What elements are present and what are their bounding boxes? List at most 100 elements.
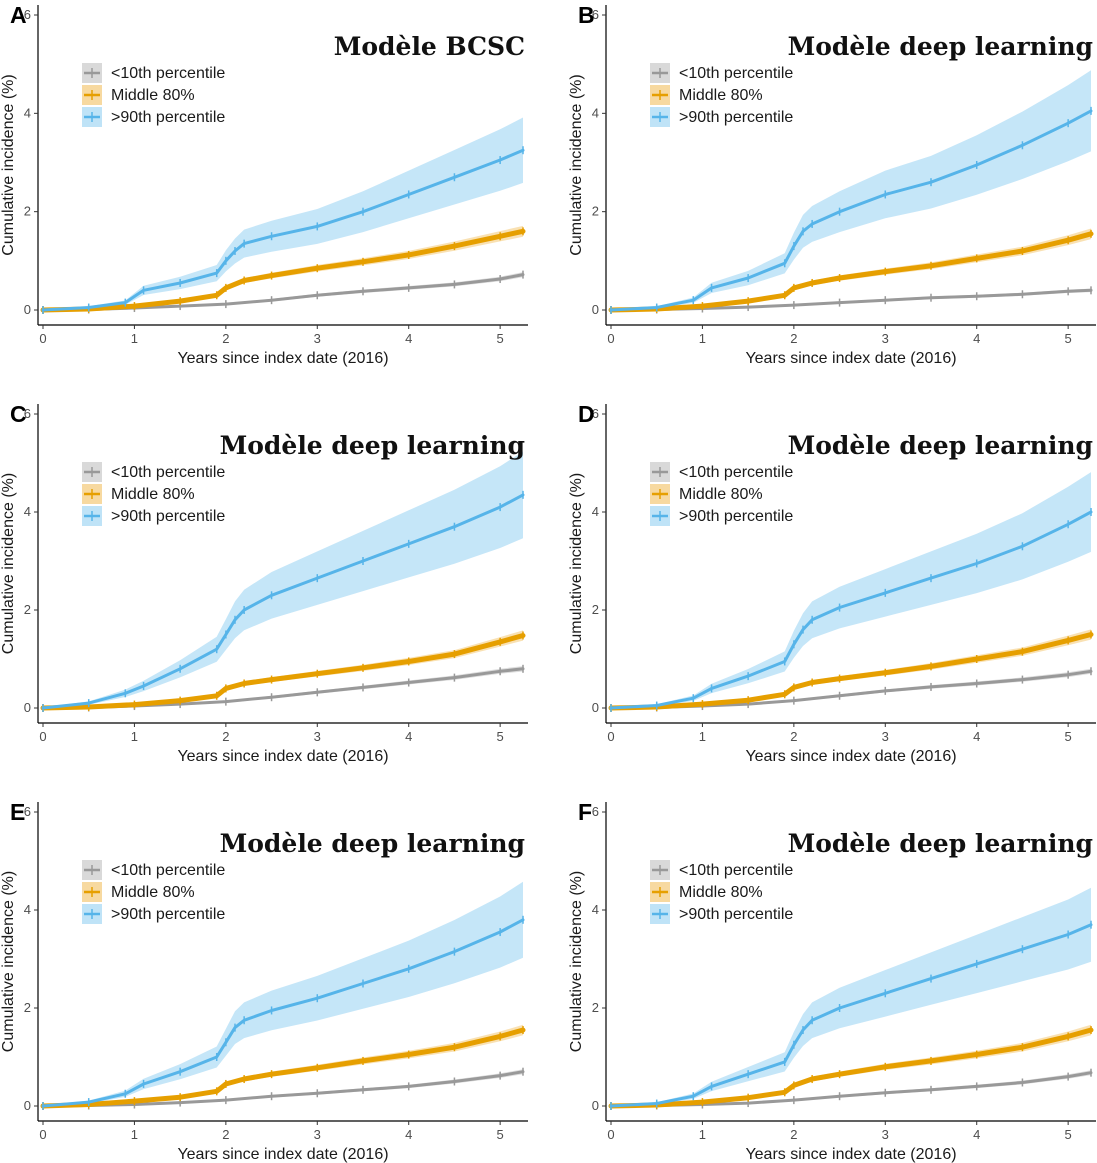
x-tick-label: 5 <box>1065 729 1072 744</box>
y-axis-title: Cumulative incidence (%) <box>0 74 17 255</box>
legend-label-mid: Middle 80% <box>111 486 195 503</box>
ci-band-mid <box>611 629 1091 708</box>
legend-label-high: >90th percentile <box>679 109 793 126</box>
panel-letter: C <box>10 401 27 427</box>
panel-title: Modèle deep learning <box>788 431 1093 460</box>
y-tick-label: 6 <box>592 804 599 819</box>
y-tick-label: 6 <box>24 7 31 22</box>
y-tick-label: 6 <box>592 406 599 421</box>
x-tick-label: 0 <box>607 1127 614 1142</box>
y-tick-label: 6 <box>24 406 31 421</box>
y-axis-title: Cumulative incidence (%) <box>0 473 17 654</box>
series-line-mid <box>40 1027 526 1109</box>
x-axis-title: Years since index date (2016) <box>745 1146 956 1163</box>
ci-band-high <box>43 117 523 310</box>
ci-band-high <box>611 887 1091 1106</box>
x-tick-label: 3 <box>314 331 321 346</box>
panel-letter: E <box>10 799 25 825</box>
x-axis-title: Years since index date (2016) <box>745 350 956 367</box>
x-tick-label: 1 <box>699 331 706 346</box>
series-line-mid <box>608 1027 1094 1109</box>
y-tick-label: 2 <box>592 602 599 617</box>
y-tick-label: 4 <box>24 504 31 519</box>
y-tick-label: 0 <box>592 700 599 715</box>
x-tick-label: 5 <box>497 729 504 744</box>
y-tick-label: 4 <box>592 105 599 120</box>
x-tick-label: 4 <box>405 729 412 744</box>
x-tick-label: 4 <box>973 331 980 346</box>
legend-label-mid: Middle 80% <box>679 486 763 503</box>
panel-letter: B <box>578 2 595 28</box>
x-tick-label: 5 <box>1065 1127 1072 1142</box>
legend-label-low: <10th percentile <box>111 65 225 82</box>
series-line-high <box>41 918 525 1108</box>
x-tick-label: 5 <box>497 331 504 346</box>
ci-band-high <box>43 451 523 708</box>
legend-label-mid: Middle 80% <box>679 884 763 901</box>
panel-D: 0 2 4 6 0 1 2 3 4 5 Years since index date (2016) C… <box>568 401 1096 765</box>
y-tick-label: 4 <box>24 902 31 917</box>
y-tick-label: 2 <box>24 1000 31 1015</box>
y-tick-label: 2 <box>24 602 31 617</box>
x-tick-label: 2 <box>222 331 229 346</box>
y-axis-title: Cumulative incidence (%) <box>568 871 585 1052</box>
panel-title: Modèle deep learning <box>788 829 1093 858</box>
x-tick-label: 3 <box>882 331 889 346</box>
x-tick-label: 4 <box>973 1127 980 1142</box>
x-tick-label: 2 <box>790 1127 797 1142</box>
panel-letter: F <box>578 799 592 825</box>
series-line-high <box>41 148 525 312</box>
x-tick-label: 3 <box>314 729 321 744</box>
y-tick-label: 0 <box>24 1098 31 1113</box>
x-axis-title: Years since index date (2016) <box>745 748 956 765</box>
series-line-mid <box>608 231 1094 313</box>
panel-letter: D <box>578 401 595 427</box>
legend-label-mid: Middle 80% <box>111 884 195 901</box>
legend-label-high: >90th percentile <box>111 109 225 126</box>
x-tick-label: 2 <box>790 331 797 346</box>
legend-label-low: <10th percentile <box>111 464 225 481</box>
y-axis-title: Cumulative incidence (%) <box>568 74 585 255</box>
x-tick-label: 0 <box>607 729 614 744</box>
legend-label-high: >90th percentile <box>679 906 793 923</box>
y-axis-title: Cumulative incidence (%) <box>0 871 17 1052</box>
panel-F: 0 2 4 6 0 1 2 3 4 5 Years since index date (2016) C… <box>568 799 1096 1163</box>
ci-band-high <box>611 70 1091 310</box>
x-tick-label: 0 <box>39 1127 46 1142</box>
legend-label-high: >90th percentile <box>111 508 225 525</box>
x-tick-label: 3 <box>882 729 889 744</box>
series-line-high <box>41 493 525 710</box>
x-tick-label: 5 <box>1065 331 1072 346</box>
x-tick-label: 3 <box>882 1127 889 1142</box>
panel-B: 0 2 4 6 0 1 2 3 4 5 Years since index date (2016) C… <box>568 2 1096 367</box>
ci-band-low <box>611 1070 1091 1106</box>
y-tick-label: 4 <box>24 105 31 120</box>
x-tick-label: 0 <box>39 331 46 346</box>
y-axis-title: Cumulative incidence (%) <box>568 473 585 654</box>
panel-title: Modèle deep learning <box>220 431 525 460</box>
y-tick-label: 0 <box>24 700 31 715</box>
x-tick-label: 4 <box>973 729 980 744</box>
x-tick-label: 1 <box>699 729 706 744</box>
x-tick-label: 1 <box>131 331 138 346</box>
series-line-mid <box>608 632 1094 711</box>
y-tick-label: 6 <box>24 804 31 819</box>
ci-band-high <box>43 881 523 1106</box>
ci-band-mid <box>611 228 1091 310</box>
series-line-mid <box>40 228 526 313</box>
y-tick-label: 4 <box>592 504 599 519</box>
x-tick-label: 2 <box>790 729 797 744</box>
x-tick-label: 1 <box>131 1127 138 1142</box>
x-tick-label: 1 <box>131 729 138 744</box>
y-tick-label: 2 <box>592 1000 599 1015</box>
y-tick-label: 6 <box>592 7 599 22</box>
ci-band-high <box>611 472 1091 708</box>
series-line-low <box>41 667 525 710</box>
legend-label-high: >90th percentile <box>111 906 225 923</box>
x-tick-label: 4 <box>405 1127 412 1142</box>
y-tick-label: 2 <box>592 204 599 219</box>
legend-label-low: <10th percentile <box>679 464 793 481</box>
panel-E: 0 2 4 6 0 1 2 3 4 5 Years since index date (2016) C… <box>0 799 528 1163</box>
y-tick-label: 0 <box>592 302 599 317</box>
